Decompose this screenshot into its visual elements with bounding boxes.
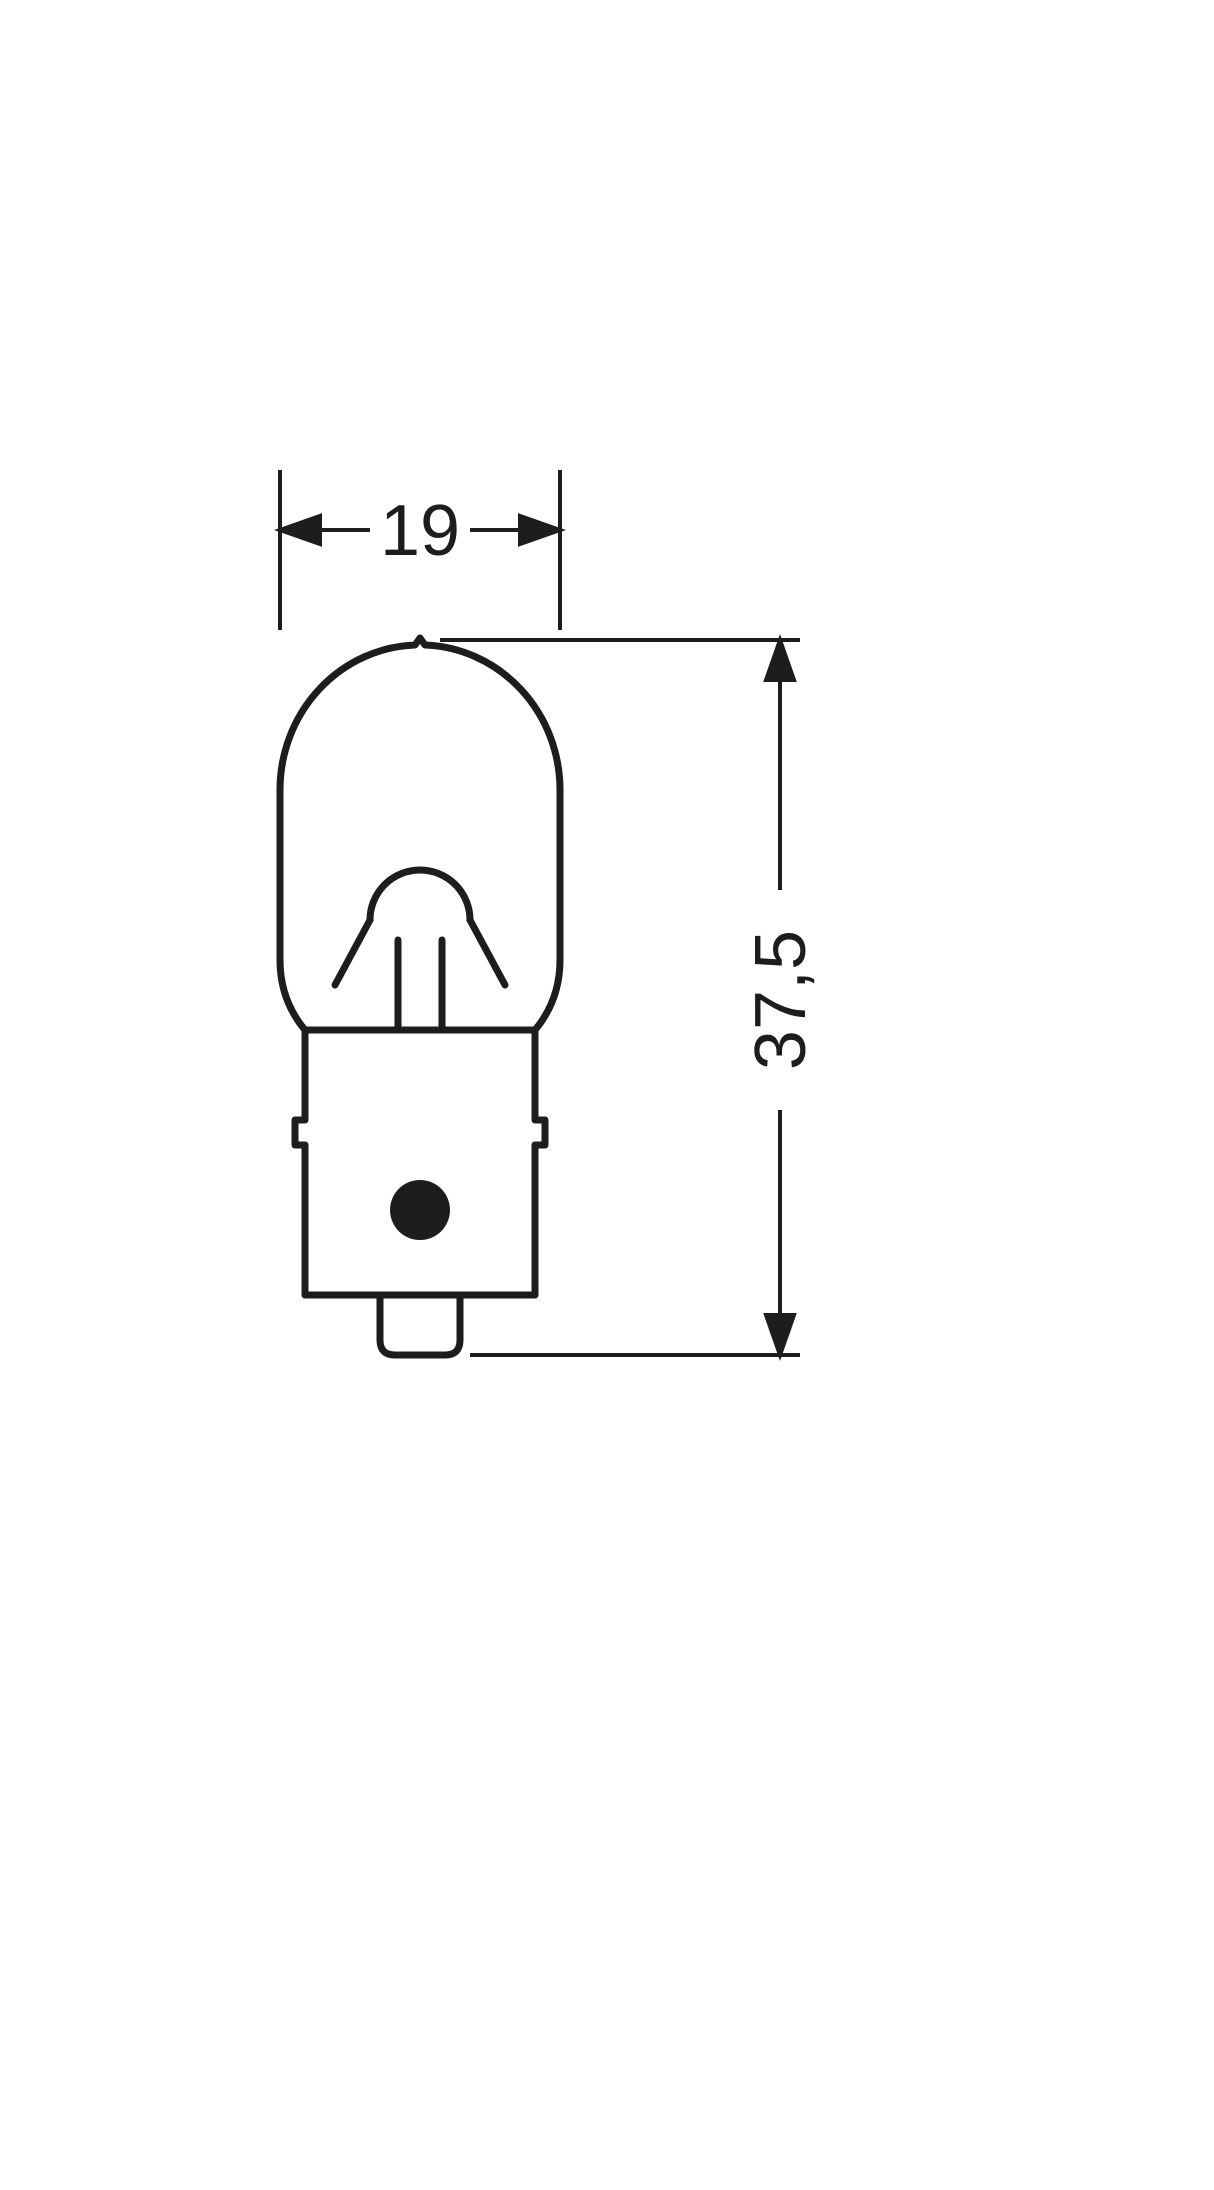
dim-height-arrow-bottom	[766, 1315, 794, 1355]
bulb-outline	[280, 638, 560, 1355]
bulb-base	[295, 1030, 545, 1295]
dim-width-arrow-right	[520, 516, 560, 544]
filament-v-right	[470, 920, 505, 985]
filament-v-left	[335, 920, 370, 985]
diagram-canvas: 19 37,5	[0, 0, 1214, 2190]
filament-arc	[370, 870, 470, 920]
dimension-height: 37,5	[440, 640, 821, 1355]
dim-width-arrow-left	[280, 516, 320, 544]
contact-dot	[390, 1180, 450, 1240]
dim-width-label: 19	[380, 491, 460, 571]
bulb-technical-drawing: 19 37,5	[0, 0, 1214, 2190]
bulb-tip	[380, 1295, 460, 1355]
dim-height-label: 37,5	[741, 930, 821, 1070]
dimension-width: 19	[280, 470, 560, 630]
dim-height-arrow-top	[766, 640, 794, 680]
bulb-glass	[280, 638, 560, 1030]
